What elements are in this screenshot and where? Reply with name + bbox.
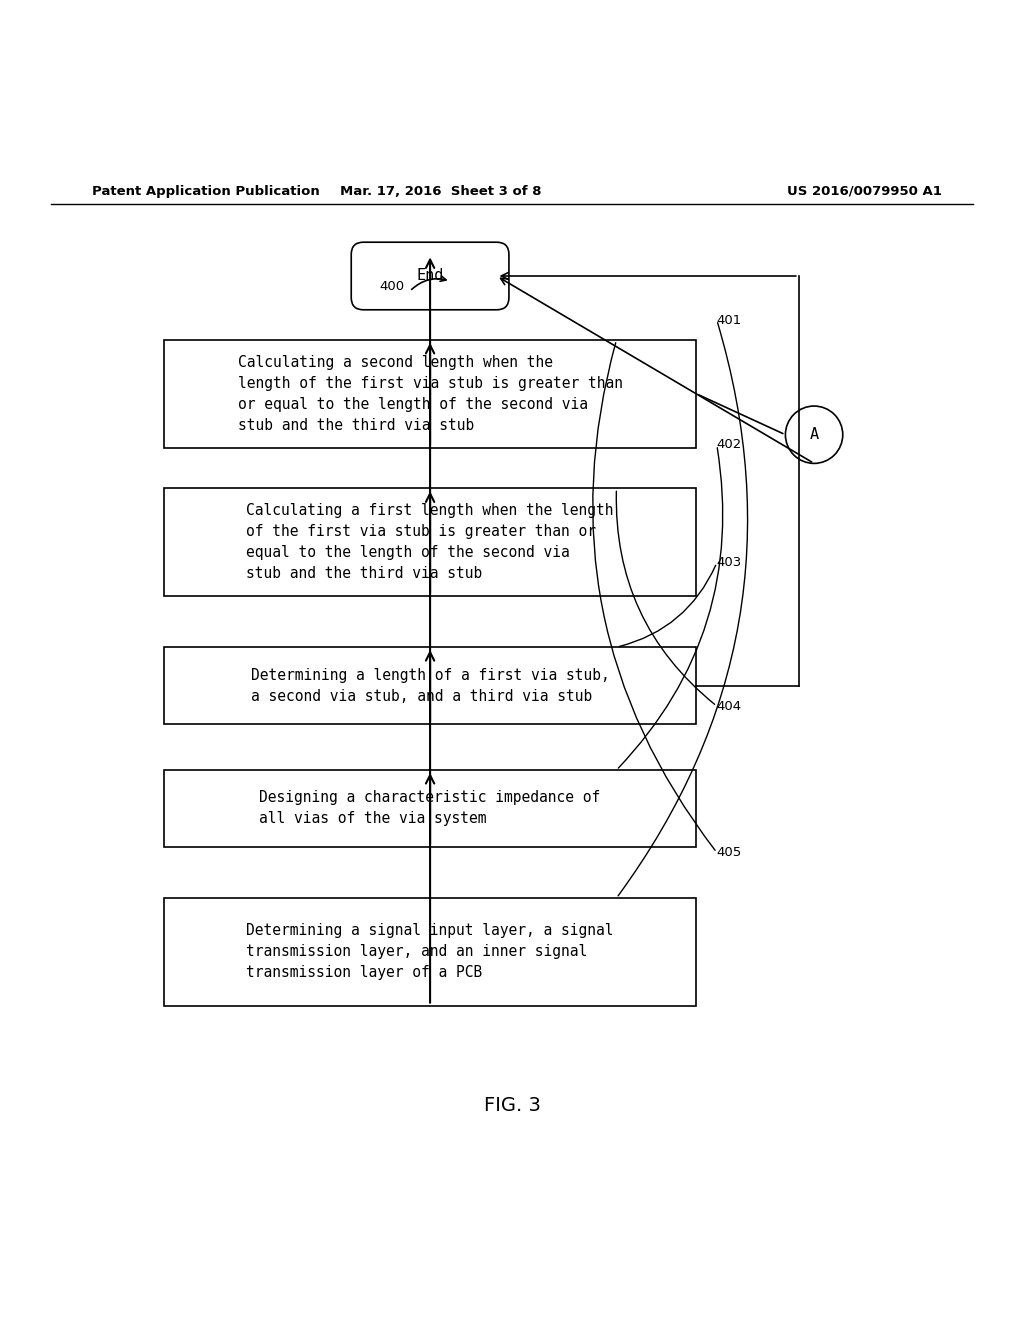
Text: 402: 402 xyxy=(717,438,742,451)
Text: Determining a signal input layer, a signal
transmission layer, and an inner sign: Determining a signal input layer, a sign… xyxy=(247,924,613,981)
Text: 403: 403 xyxy=(717,556,742,569)
FancyBboxPatch shape xyxy=(164,341,696,447)
Text: 405: 405 xyxy=(717,846,742,859)
FancyBboxPatch shape xyxy=(164,647,696,723)
FancyBboxPatch shape xyxy=(164,488,696,597)
Text: 404: 404 xyxy=(717,700,742,713)
Text: Calculating a second length when the
length of the first via stub is greater tha: Calculating a second length when the len… xyxy=(238,355,623,433)
Text: 400: 400 xyxy=(379,280,404,293)
FancyBboxPatch shape xyxy=(164,898,696,1006)
Text: A: A xyxy=(810,428,818,442)
Text: End: End xyxy=(417,268,443,284)
FancyBboxPatch shape xyxy=(164,770,696,847)
Text: Designing a characteristic impedance of
all vias of the via system: Designing a characteristic impedance of … xyxy=(259,791,601,826)
Text: Determining a length of a first via stub,
a second via stub, and a third via stu: Determining a length of a first via stub… xyxy=(251,668,609,704)
Text: Calculating a first length when the length
of the first via stub is greater than: Calculating a first length when the leng… xyxy=(247,503,613,581)
Text: 401: 401 xyxy=(717,314,742,326)
Text: Mar. 17, 2016  Sheet 3 of 8: Mar. 17, 2016 Sheet 3 of 8 xyxy=(340,185,541,198)
FancyBboxPatch shape xyxy=(351,242,509,310)
Text: Patent Application Publication: Patent Application Publication xyxy=(92,185,319,198)
Text: FIG. 3: FIG. 3 xyxy=(483,1096,541,1115)
Text: US 2016/0079950 A1: US 2016/0079950 A1 xyxy=(787,185,942,198)
